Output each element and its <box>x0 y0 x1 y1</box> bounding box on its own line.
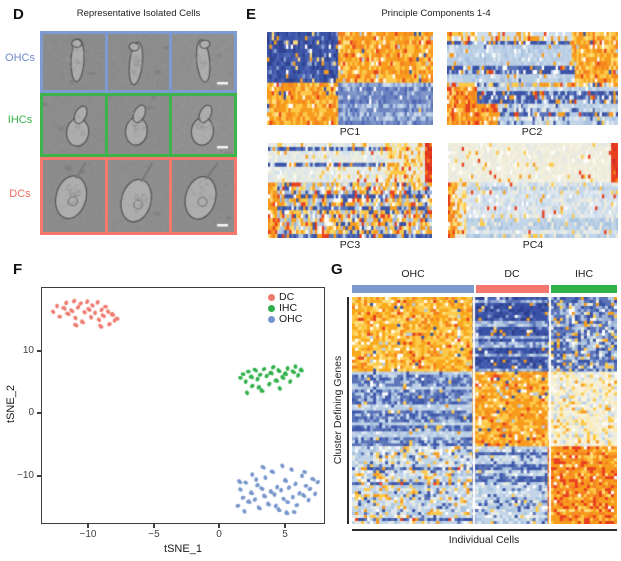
g-x-axis-line <box>352 529 617 531</box>
pc4-label: PC4 <box>522 239 544 251</box>
row-label-ohcs: OHCs <box>5 52 35 64</box>
col-group-label-ohc: OHC <box>401 268 425 280</box>
y-tick-neg10: −10 <box>17 470 34 481</box>
panel-e-title: Principle Components 1-4 <box>381 8 491 19</box>
row-label-dcs: DCs <box>9 188 31 200</box>
legend-label-ihc: IHC <box>279 302 298 314</box>
micrograph-row-dc <box>40 157 237 235</box>
g-y-axis-line <box>347 297 349 524</box>
micrograph-image <box>43 34 105 90</box>
legend-dot-ihc <box>268 304 275 312</box>
panel-letter-g: G <box>331 261 343 278</box>
tsne-plot-frame <box>41 287 325 524</box>
tsne-x-axis-label: tSNE_1 <box>164 543 202 555</box>
y-tickmark <box>37 350 41 352</box>
col-group-bar-ohc <box>352 285 474 293</box>
micrograph-dc-3 <box>172 160 235 232</box>
micrograph-image <box>107 34 170 90</box>
pc4-heatmap <box>448 143 618 238</box>
y-tickmark <box>37 412 41 414</box>
panel-letter-e: E <box>246 6 257 23</box>
panel-letter-f: F <box>13 261 23 278</box>
x-tick-0: 0 <box>216 529 222 540</box>
x-tick-5: 5 <box>282 529 288 540</box>
pc1-heatmap <box>267 32 433 125</box>
micrograph-ihc-2 <box>107 96 170 154</box>
y-tick-10: 10 <box>22 345 34 356</box>
col-group-label-dc: DC <box>504 268 520 280</box>
row-label-ihcs: IHCs <box>7 114 33 126</box>
legend-item-ihc: IHC <box>268 302 297 314</box>
legend-label-ohc: OHC <box>279 313 303 325</box>
col-group-bar-ihc <box>551 285 617 293</box>
x-tickmark <box>284 524 286 528</box>
x-tick-neg5: −5 <box>148 529 160 540</box>
micrograph-image <box>172 96 235 154</box>
micrograph-image <box>43 160 105 232</box>
micrograph-ihc-1 <box>43 96 105 154</box>
micrograph-image <box>172 160 235 232</box>
panel-d-title: Representative Isolated Cells <box>76 8 201 19</box>
g-x-axis-label: Individual Cells <box>448 534 520 546</box>
pc3-heatmap <box>268 143 432 238</box>
pc2-heatmap <box>447 32 618 125</box>
micrograph-image <box>43 96 105 154</box>
panel-letter-d: D <box>13 6 24 23</box>
pc3-label: PC3 <box>339 239 361 251</box>
micrograph-image <box>107 160 170 232</box>
micrograph-dc-2 <box>107 160 170 232</box>
x-tickmark <box>218 524 220 528</box>
g-y-axis-label: Cluster Defining Genes <box>332 355 344 465</box>
x-tickmark <box>87 524 89 528</box>
micrograph-ohc-2 <box>107 34 170 90</box>
micrograph-row-ohc <box>40 31 237 93</box>
legend-label-dc: DC <box>279 291 295 303</box>
tsne-scatter-canvas <box>42 288 323 522</box>
micrograph-ohc-3 <box>172 34 235 90</box>
micrograph-image <box>172 34 235 90</box>
legend-item-ohc: OHC <box>268 313 302 325</box>
micrograph-row-ihc <box>40 93 237 157</box>
y-tick-0: 0 <box>28 407 34 418</box>
col-group-bar-dc <box>476 285 549 293</box>
cluster-heatmap <box>352 297 617 524</box>
legend-dot-ohc <box>268 315 275 323</box>
tsne-y-axis-label: tSNE_2 <box>5 385 17 423</box>
micrograph-ihc-3 <box>172 96 235 154</box>
legend-item-dc: DC <box>268 291 294 303</box>
pc1-label: PC1 <box>339 126 361 138</box>
x-tickmark <box>153 524 155 528</box>
col-group-label-ihc: IHC <box>574 268 594 280</box>
y-tickmark <box>37 475 41 477</box>
micrograph-dc-1 <box>43 160 105 232</box>
micrograph-image <box>107 96 170 154</box>
pc2-label: PC2 <box>521 126 543 138</box>
x-tick-neg10: −10 <box>79 529 97 540</box>
legend-dot-dc <box>268 293 275 301</box>
micrograph-ohc-1 <box>43 34 105 90</box>
